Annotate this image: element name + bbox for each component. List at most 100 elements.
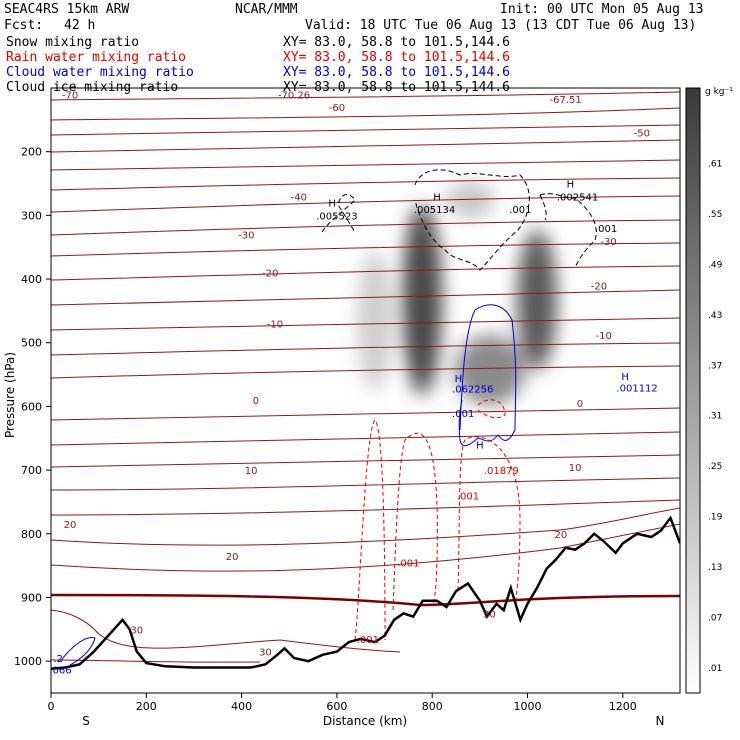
contour-annotation: .2 (53, 654, 63, 665)
valid-time: Valid: 18 UTC Tue 06 Aug 13 (13 CDT Tue … (305, 18, 696, 33)
legend-label-rain: Rain water mixing ratio (6, 50, 186, 65)
isotherm (51, 342, 680, 356)
x-tick-label: 600 (326, 700, 347, 713)
contour-annotation: H (328, 199, 336, 210)
x-tick-label: 1200 (609, 700, 637, 713)
colorbar-level-label: .37 (708, 361, 722, 371)
colorbar-ticks: .01 .07 .13 .19 .25 .31 .37 .43 .49 .55 .61 (708, 160, 723, 674)
cloud-ice-contour (321, 194, 356, 233)
contour-annotation: -67.51 (550, 95, 582, 106)
x-tick-label: 0 (48, 700, 55, 713)
snow-shading (357, 182, 557, 405)
isotherm (51, 289, 680, 306)
isotherm-label: -30 (600, 237, 616, 248)
isotherm-label: -70 (62, 90, 78, 101)
y-tick-label: 600 (21, 400, 42, 413)
isotherm (51, 219, 680, 236)
contour-annotation: H (476, 441, 484, 452)
isotherm-label: -20 (262, 269, 278, 280)
isotherm (51, 124, 680, 136)
isotherm (51, 477, 680, 491)
cloud-water-contour (459, 304, 517, 442)
colorbar-unit: g kg⁻¹ (705, 87, 733, 97)
legend-label-cloud-water: Cloud water mixing ratio (6, 65, 194, 80)
contour-annotation: .062256 (452, 385, 493, 396)
contour-annotation: .001 (357, 635, 379, 646)
y-tick-label: 900 (21, 591, 42, 604)
contour-annotation: .001 (457, 492, 479, 503)
isotherm (51, 431, 680, 446)
isotherm (51, 91, 680, 101)
snow-core-1 (357, 250, 393, 390)
cloud-ice-contour (539, 194, 547, 221)
isotherm (51, 365, 680, 379)
isotherm-label: 30 (130, 625, 143, 636)
x-axis-title: Distance (km) (323, 714, 407, 728)
legend-label-snow: Snow mixing ratio (6, 35, 139, 50)
y-tick-label: 800 (21, 528, 42, 541)
y-tick-label: 700 (21, 464, 42, 477)
isotherm (51, 107, 680, 121)
end-label-north: N (656, 714, 665, 728)
isotherm-label: 20 (226, 552, 239, 563)
x-tick-label: 1000 (514, 700, 542, 713)
isotherm (51, 195, 680, 213)
rain-water-contour (457, 436, 521, 601)
contour-annotation: .001 (452, 409, 474, 420)
isotherm (51, 609, 401, 653)
isotherm (51, 454, 680, 468)
isotherm-label: 10 (569, 463, 582, 474)
center-label: NCAR/MMM (235, 2, 298, 17)
cloud-ice-contours (321, 169, 597, 271)
rain-water-contour (392, 432, 438, 611)
y-axis: 200 300 400 500 600 700 800 900 1000 (14, 146, 51, 668)
cloud-water-contour (458, 399, 479, 447)
colorbar-level-label: .19 (708, 513, 723, 523)
isotherm-label: 10 (245, 466, 258, 477)
x-tick-label: 800 (422, 700, 443, 713)
fcst-label: Fcst: (4, 18, 43, 33)
colorbar-level-label: .49 (708, 260, 723, 270)
freezing-level-line (51, 593, 680, 607)
isotherm-label: 20 (555, 530, 568, 541)
y-axis-title: Pressure (hPa) (3, 352, 17, 438)
isotherm (51, 499, 680, 516)
rain-water-contour (477, 399, 506, 419)
contour-annotation: .066 (49, 665, 71, 676)
y-tick-label: 1000 (14, 655, 42, 668)
colorbar-level-label: .55 (708, 210, 722, 220)
isotherm-label: 0 (253, 396, 259, 407)
isotherm (51, 139, 680, 153)
x-tick-label: 400 (231, 700, 252, 713)
cloud-ice-contour (539, 193, 597, 269)
contour-annotation: H (433, 192, 441, 203)
snow-core-3 (455, 335, 525, 405)
contour-annotation: -70.26 (278, 90, 310, 101)
terrain-line (51, 515, 680, 671)
init-time: Init: 00 UTC Mon 05 Aug 13 (500, 2, 704, 17)
isotherm (51, 265, 680, 281)
contour-annotation: H (455, 374, 463, 385)
contour-annotation: .001 (397, 558, 419, 569)
plot-frame (50, 87, 681, 694)
isotherm-label: -60 (329, 103, 345, 114)
cloud-water-contours (59, 304, 517, 666)
snow-core-5 (445, 182, 495, 218)
isotherm (51, 523, 680, 572)
contour-annotation: .01879 (484, 466, 519, 477)
y-tick-label: 400 (21, 273, 42, 286)
chart-header: SEAC4RS 15km ARW NCAR/MMM Init: 00 UTC M… (4, 2, 704, 33)
x-tick-label: 200 (136, 700, 157, 713)
y-tick-label: 500 (21, 337, 42, 350)
colorbar-gradient (685, 87, 701, 694)
x-axis: 0 200 400 600 800 1000 1200 (48, 693, 637, 713)
legend-xy-cloud-water: XY= 83.0, 58.8 to 101.5,144.6 (283, 65, 510, 80)
legend-xy-snow: XY= 83.0, 58.8 to 101.5,144.6 (283, 35, 510, 50)
colorbar: .01 .07 .13 .19 .25 .31 .37 .43 .49 .55 .61 g kg⁻¹ (685, 87, 733, 694)
isotherm (51, 242, 680, 257)
contour-annotation: H (621, 372, 629, 383)
rain-water-contours (354, 399, 521, 641)
isotherm (51, 507, 680, 546)
contour-annotations: -70.26 -67.51H.005523H.005134.001H.002541… (49, 90, 657, 676)
